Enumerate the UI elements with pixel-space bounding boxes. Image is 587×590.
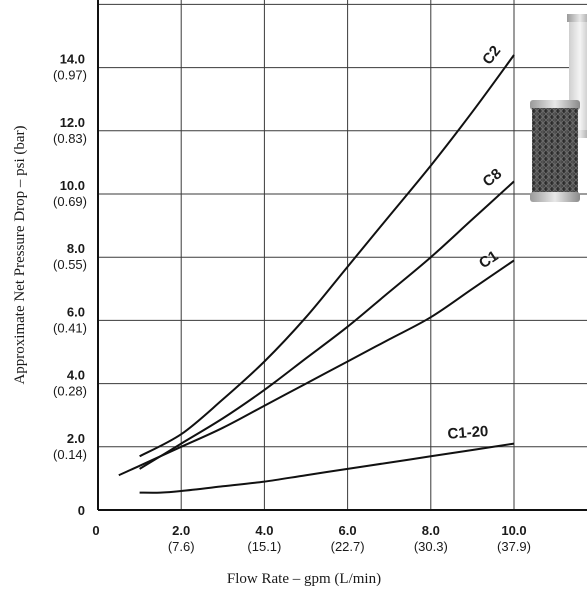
x-tick-sublabel: (22.7) [331, 539, 365, 554]
x-tick-label: 6.0 [339, 523, 357, 538]
curve-c1 [118, 259, 515, 477]
y-tick-sublabel: (0.41) [53, 320, 87, 335]
y-tick-sublabel: (0.83) [53, 131, 87, 146]
x-tick-label: 0 [92, 523, 99, 538]
series-label-c2: C2 [479, 43, 504, 69]
y-axis-tick-labels: 0 2.0(0.14) 4.0(0.28) 6.0(0.41) 8.0(0.55) 10.… [53, 52, 87, 518]
series-curves [118, 54, 515, 494]
x-tick-label: 2.0 [172, 523, 190, 538]
y-tick-label: 6.0 [67, 304, 85, 319]
plot-frame [97, 0, 587, 511]
y-tick-sublabel: (0.55) [53, 257, 87, 272]
x-tick-sublabel: (30.3) [414, 539, 448, 554]
carbon-cartridge-image [530, 100, 580, 202]
series-label-c8: C8 [480, 165, 506, 190]
y-tick-label: 2.0 [67, 431, 85, 446]
curve-c2 [139, 54, 515, 458]
curve-c8 [139, 180, 515, 470]
x-axis-tick-labels: 0 2.0(7.6) 4.0(15.1) 6.0(22.7) 8.0(30.3) 10.0… [92, 523, 531, 554]
filter-cartridge-images [530, 14, 587, 202]
series-label-c1: C1 [476, 247, 501, 272]
y-tick-label: 12.0 [60, 115, 85, 130]
series-labels: C2 C8 C1 C1-20 [447, 43, 505, 443]
x-tick-sublabel: (15.1) [247, 539, 281, 554]
y-tick-sublabel: (0.28) [53, 384, 87, 399]
y-axis-title: Approximate Net Pressure Drop – psi (bar… [12, 125, 28, 384]
y-tick-sublabel: (0.69) [53, 194, 87, 209]
y-tick-sublabel: (0.14) [53, 447, 87, 462]
x-axis-title: Flow Rate – gpm (L/min) [227, 571, 381, 587]
x-tick-label: 10.0 [501, 523, 526, 538]
x-tick-label: 8.0 [422, 523, 440, 538]
y-tick-label: 14.0 [60, 52, 85, 67]
x-tick-sublabel: (7.6) [168, 539, 195, 554]
series-label-c1-20: C1-20 [447, 423, 489, 443]
x-tick-label: 4.0 [255, 523, 273, 538]
y-tick-label: 0 [78, 503, 85, 518]
y-tick-label: 8.0 [67, 241, 85, 256]
y-tick-label: 10.0 [60, 178, 85, 193]
y-tick-label: 4.0 [67, 368, 85, 383]
y-tick-sublabel: (0.97) [53, 68, 87, 83]
curve-c1-20 [139, 442, 515, 494]
grid-lines [98, 0, 587, 510]
x-tick-sublabel: (37.9) [497, 539, 531, 554]
